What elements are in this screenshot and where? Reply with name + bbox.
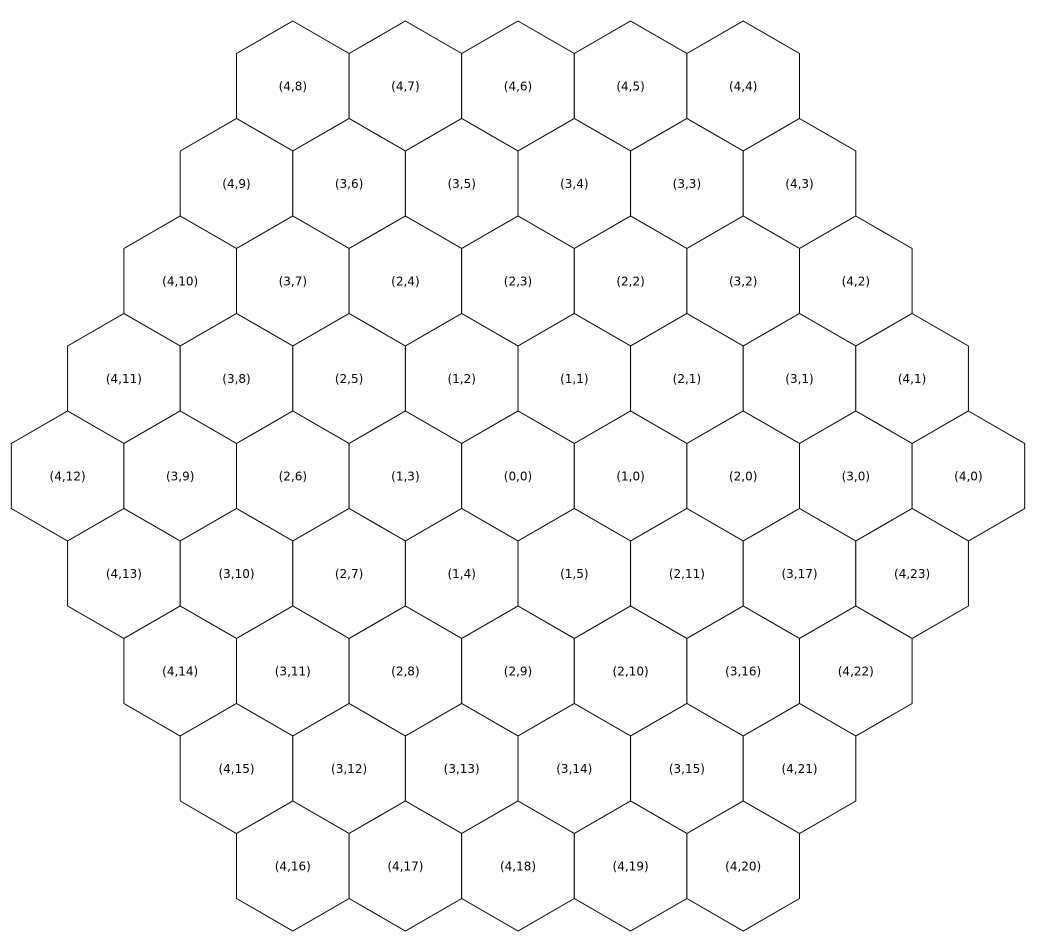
hex-cell: (1,0): [573, 410, 688, 542]
hex-label: (4,5): [616, 80, 644, 94]
hex-label: (3,3): [673, 177, 701, 191]
hex-label: (4,4): [729, 80, 757, 94]
hex-cell: (3,6): [292, 117, 406, 250]
hex-cell: (4,22): [799, 605, 913, 737]
hex-label: (4,11): [106, 372, 142, 386]
hex-label: (4,6): [504, 80, 532, 94]
hex-label: (2,4): [391, 275, 419, 289]
hex-label: (1,5): [560, 567, 588, 581]
hex-label: (4,9): [222, 177, 250, 191]
hex-cell: (4,11): [67, 312, 181, 445]
hex-label: (4,7): [391, 80, 419, 94]
hex-label: (4,18): [500, 860, 536, 874]
hex-label: (3,6): [335, 177, 363, 191]
hex-cell: (4,19): [573, 800, 688, 932]
hex-label: (4,2): [842, 275, 870, 289]
hex-cell: (2,3): [461, 215, 575, 347]
hex-label: (1,3): [391, 470, 419, 484]
hex-label: (1,4): [447, 567, 475, 581]
hex-label: (2,9): [504, 665, 532, 679]
hex-label: (3,16): [725, 665, 761, 679]
hex-label: (2,11): [669, 567, 705, 581]
hex-label: (4,14): [162, 665, 198, 679]
hex-cell: (4,20): [686, 800, 800, 932]
hex-label: (4,17): [387, 860, 423, 874]
hex-label: (4,12): [50, 470, 86, 484]
hex-label: (2,1): [673, 372, 701, 386]
hex-label: (3,7): [279, 275, 307, 289]
hex-label: (3,0): [842, 470, 870, 484]
hex-label: (4,22): [838, 665, 874, 679]
hex-label: (3,14): [556, 762, 592, 776]
hex-label: (3,9): [166, 470, 194, 484]
hex-label: (3,4): [560, 177, 588, 191]
hex-label: (2,5): [335, 372, 363, 386]
hex-label: (1,1): [560, 372, 588, 386]
hex-label: (2,10): [613, 665, 649, 679]
hex-cell: (4,9): [179, 117, 294, 250]
hex-label: (2,0): [729, 470, 757, 484]
hex-label: (4,0): [954, 470, 982, 484]
hex-label: (4,23): [894, 567, 930, 581]
hex-label: (3,1): [785, 372, 813, 386]
hex-label: (4,16): [275, 860, 311, 874]
hex-label: (4,10): [162, 275, 198, 289]
hex-label: (4,13): [106, 567, 142, 581]
hex-cell: (1,3): [348, 410, 463, 542]
hex-label: (4,15): [218, 762, 254, 776]
hex-label: (4,20): [725, 860, 761, 874]
hex-label: (4,21): [781, 762, 817, 776]
hex-label: (2,7): [335, 567, 363, 581]
hex-cell: (4,1): [855, 312, 969, 445]
hex-label: (0,0): [504, 470, 532, 484]
hex-cell: (4,3): [742, 117, 857, 250]
hex-label: (4,8): [279, 80, 307, 94]
hex-label: (3,17): [781, 567, 817, 581]
hex-cell: (4,14): [123, 605, 237, 737]
hex-cell: (4,6): [461, 20, 575, 152]
hex-label: (2,2): [616, 275, 644, 289]
hex-label: (2,8): [391, 665, 419, 679]
hex-label: (3,11): [275, 665, 311, 679]
hex-label: (3,5): [447, 177, 475, 191]
hex-label: (3,2): [729, 275, 757, 289]
hex-label: (4,3): [785, 177, 813, 191]
hex-label: (1,2): [447, 372, 475, 386]
hex-label: (1,0): [616, 470, 644, 484]
hex-cell: (4,2): [799, 215, 913, 347]
hex-shape: [686, 800, 800, 932]
hex-cell: (4,15): [179, 702, 294, 835]
hex-cell: (4,17): [348, 800, 463, 932]
hex-label: (2,6): [279, 470, 307, 484]
hex-label: (4,1): [898, 372, 926, 386]
hex-label: (2,3): [504, 275, 532, 289]
hex-label: (3,12): [331, 762, 367, 776]
hex-label: (3,15): [669, 762, 705, 776]
hex-label: (3,10): [218, 567, 254, 581]
hex-cell: (2,4): [348, 215, 463, 347]
hex-label: (3,8): [222, 372, 250, 386]
hex-cell: (4,4): [686, 20, 800, 152]
hex-label: (3,13): [444, 762, 480, 776]
hex-label: (4,19): [613, 860, 649, 874]
